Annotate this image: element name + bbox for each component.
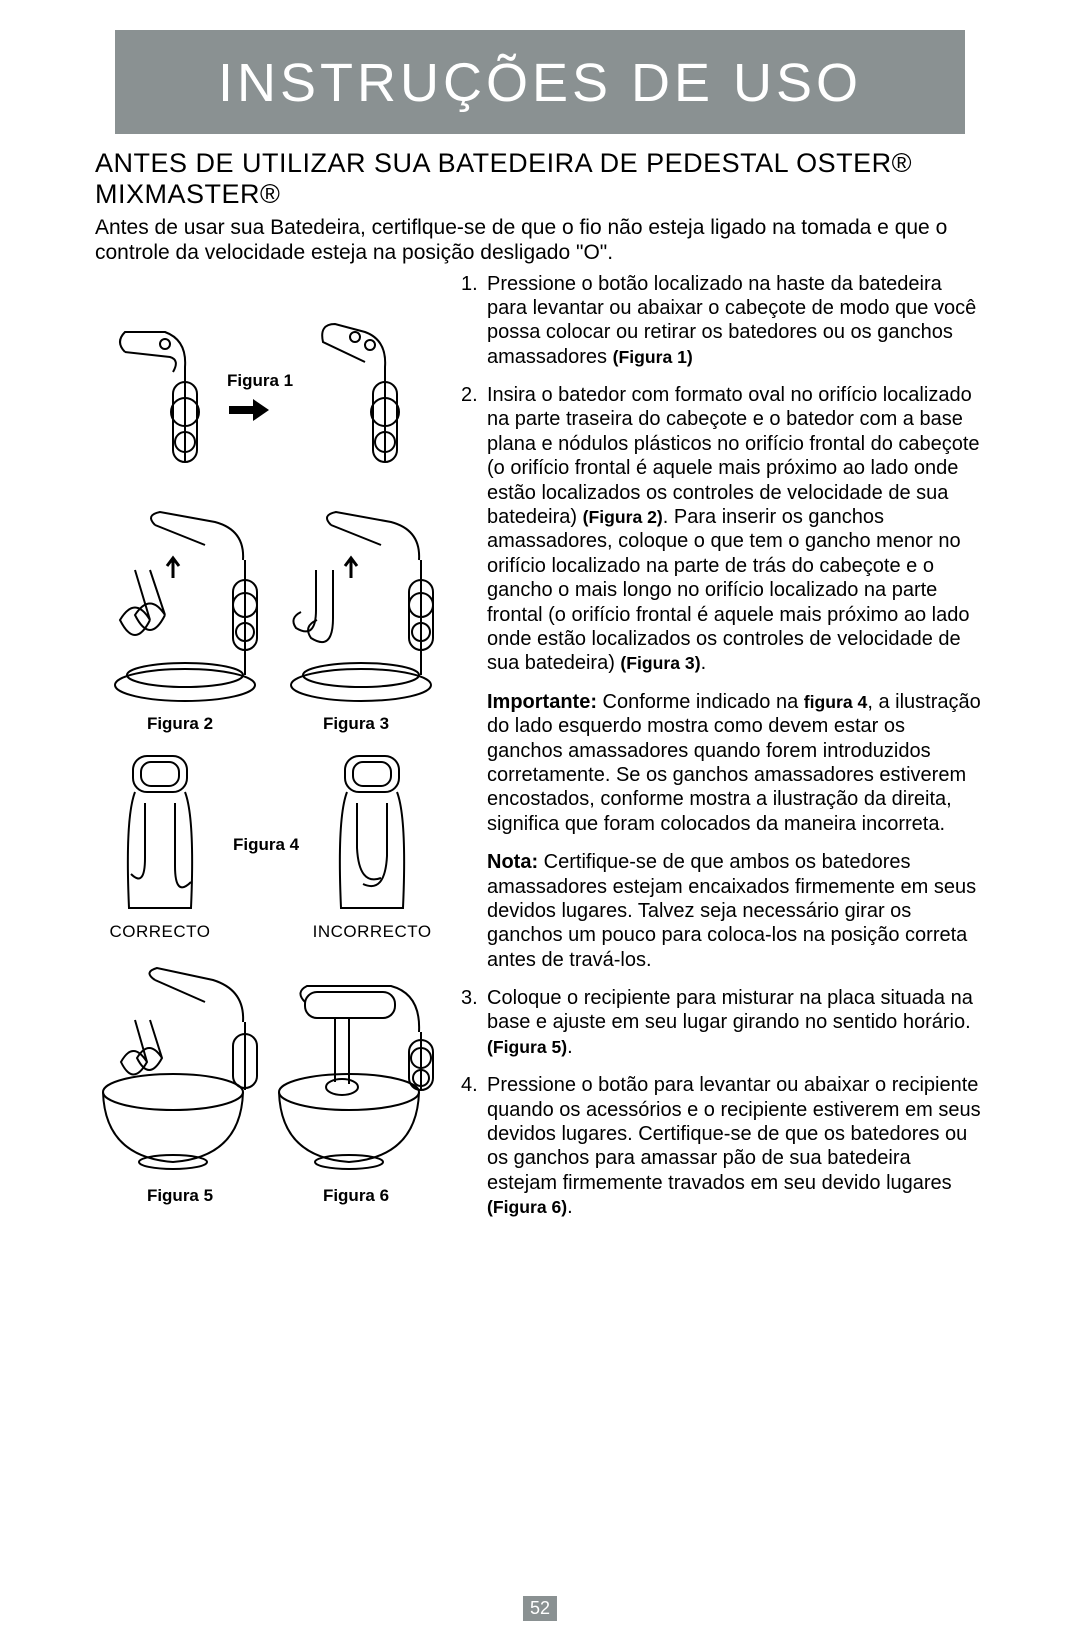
figure-1-caption: Figura 1 (227, 371, 293, 391)
figure-4-correct: CORRECTO (95, 748, 225, 942)
figure-4-correct-label: CORRECTO (95, 922, 225, 942)
two-column-layout: Figura 1 (95, 272, 985, 1234)
figure-2-3-row: Figura 2 (95, 500, 447, 734)
figure-4-incorrect: INCORRECTO (307, 748, 437, 942)
figure-1-right-illustration (295, 312, 425, 482)
important-paragraph: Importante: Conforme indicado na figura … (487, 690, 985, 836)
arrow-right-icon (227, 397, 271, 423)
step-2-number: 2. (461, 383, 487, 676)
step-4-text: Pressione o botão para levantar ou abaix… (487, 1073, 985, 1219)
figure-1-row: Figura 1 (95, 312, 447, 482)
section-subtitle: ANTES DE UTILIZAR SUA BATEDEIRA DE PEDES… (95, 148, 985, 210)
figure-3: Figura 3 (271, 500, 441, 734)
figures-column: Figura 1 (95, 272, 447, 1234)
figure-1-left-illustration (95, 312, 225, 482)
figure-4-row: CORRECTO Figura 4 INCORRECTO (95, 748, 447, 942)
figure-2: Figura 2 (95, 500, 265, 734)
figure-5-caption: Figura 5 (95, 1186, 265, 1206)
figure-6: Figura 6 (271, 962, 441, 1206)
intro-paragraph: Antes de usar sua Batedeira, certiflque-… (95, 216, 985, 266)
figure-2-caption: Figura 2 (95, 714, 265, 734)
step-4-number: 4. (461, 1073, 487, 1219)
step-3-number: 3. (461, 986, 487, 1059)
figure-5-6-row: Figura 5 (95, 962, 447, 1206)
page-number: 52 (523, 1596, 557, 1621)
instructions-column: 1. Pressione o botão localizado na haste… (461, 272, 985, 1234)
step-1: 1. Pressione o botão localizado na haste… (461, 272, 985, 370)
figure-4-incorrect-label: INCORRECTO (307, 922, 437, 942)
figure-5: Figura 5 (95, 962, 265, 1206)
step-3-text: Coloque o recipiente para misturar na pl… (487, 986, 985, 1059)
step-2: 2. Insira o batedor com formato oval no … (461, 383, 985, 676)
nota-paragraph: Nota: Certifique-se de que ambos os bate… (487, 850, 985, 972)
figure-4-caption: Figura 4 (233, 835, 299, 855)
figure-3-caption: Figura 3 (271, 714, 441, 734)
step-1-number: 1. (461, 272, 487, 370)
step-3: 3. Coloque o recipiente para misturar na… (461, 986, 985, 1059)
step-1-text: Pressione o botão localizado na haste da… (487, 272, 985, 370)
step-4: 4. Pressione o botão para levantar ou ab… (461, 1073, 985, 1219)
step-2-text: Insira o batedor com formato oval no ori… (487, 383, 985, 676)
banner-title: INSTRUÇÕES DE USO (125, 52, 955, 114)
title-banner: INSTRUÇÕES DE USO (115, 30, 965, 134)
figure-6-caption: Figura 6 (271, 1186, 441, 1206)
